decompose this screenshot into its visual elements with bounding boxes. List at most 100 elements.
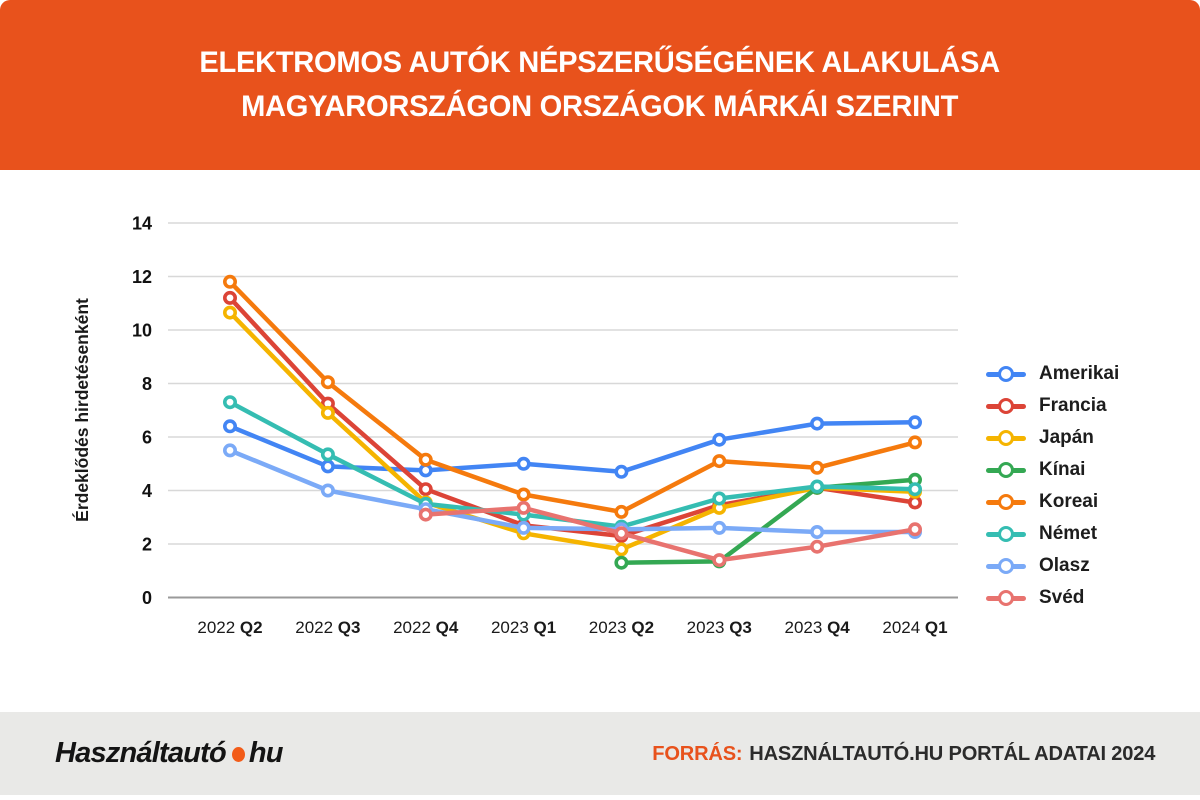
- legend-label: Svéd: [1039, 587, 1085, 608]
- data-point-koreai-1: [320, 375, 335, 390]
- data-point-sved-3: [516, 500, 531, 515]
- legend-item-sved: Svéd: [986, 582, 1119, 614]
- data-point-amerikai-1: [320, 459, 335, 474]
- legend-marker-icon: [986, 428, 1026, 448]
- svg-text:2022 Q3: 2022 Q3: [295, 618, 360, 637]
- svg-text:2023 Q2: 2023 Q2: [589, 618, 654, 637]
- data-point-nemet-0: [223, 395, 238, 410]
- legend-label: Kínai: [1039, 459, 1086, 480]
- data-point-amerikai-3: [516, 456, 531, 471]
- series-sved: [418, 500, 922, 568]
- y-axis-title: Érdeklődés hirdetésenként: [71, 298, 92, 522]
- legend-marker-icon: [986, 492, 1026, 512]
- data-point-olasz-6: [810, 524, 825, 539]
- x-category-labels: 2022 Q2 2022 Q3 2022 Q4 2023 Q1 2023 Q2 2023 …: [197, 618, 947, 637]
- data-point-japan-1: [320, 405, 335, 420]
- data-point-olasz-3: [516, 520, 531, 535]
- data-point-koreai-5: [712, 454, 727, 469]
- data-point-koreai-2: [418, 452, 433, 467]
- chart-area: Érdeklődés hirdetésenként 0 2 4 6 8 10 12 14 202…: [0, 170, 1200, 712]
- chart-title-line2: MAGYARORSZÁGON ORSZÁGOK MÁRKÁI SZERINT: [241, 90, 959, 123]
- svg-text:2023 Q1: 2023 Q1: [491, 618, 556, 637]
- data-point-olasz-5: [712, 520, 727, 535]
- svg-text:0: 0: [142, 588, 152, 608]
- source-attribution: FORRÁS: HASZNÁLTAUTÓ.HU PORTÁL ADATAI 202…: [652, 742, 1155, 766]
- data-point-nemet-5: [712, 491, 727, 506]
- footer: Használtautó hu FORRÁS: HASZNÁLTAUTÓ.HU P…: [0, 712, 1200, 795]
- data-point-koreai-4: [614, 504, 629, 519]
- legend-label: Német: [1039, 523, 1098, 544]
- svg-text:4: 4: [142, 481, 152, 501]
- data-point-francia-7: [907, 495, 922, 510]
- data-point-olasz-0: [223, 443, 238, 458]
- series-amerikai: [223, 415, 922, 479]
- data-point-nemet-6: [810, 479, 825, 494]
- legend-label: Japán: [1039, 427, 1094, 448]
- legend-marker-icon: [986, 396, 1026, 416]
- svg-text:2022 Q2: 2022 Q2: [197, 618, 262, 637]
- data-point-amerikai-0: [223, 419, 238, 434]
- legend-item-francia: Francia: [986, 390, 1119, 422]
- data-point-koreai-0: [223, 274, 238, 289]
- legend-label: Amerikai: [1039, 363, 1120, 384]
- data-point-sved-2: [418, 507, 433, 522]
- data-point-amerikai-2: [418, 463, 433, 478]
- legend-marker-icon: [986, 364, 1026, 384]
- svg-text:8: 8: [142, 374, 152, 394]
- data-point-sved-6: [810, 539, 825, 554]
- header-banner: ELEKTROMOS AUTÓK NÉPSZERŰSÉGÉNEK ALAKULÁ…: [0, 0, 1200, 170]
- data-point-francia-2: [418, 482, 433, 497]
- legend-marker-icon: [986, 524, 1026, 544]
- legend-item-japan: Japán: [986, 422, 1119, 454]
- legend-marker-icon: [986, 460, 1026, 480]
- data-point-japan-4: [614, 542, 629, 557]
- legend-item-nemet: Német: [986, 518, 1119, 550]
- data-point-olasz-1: [320, 483, 335, 498]
- series-japan: [223, 305, 922, 557]
- legend-item-kinai: Kínai: [986, 454, 1119, 486]
- data-point-koreai-7: [907, 435, 922, 450]
- legend-item-amerikai: Amerikai: [986, 358, 1119, 390]
- hasznaltauto-logo: Használtautó hu: [55, 737, 284, 770]
- logo-text: Használtautó: [55, 737, 227, 769]
- data-point-amerikai-4: [614, 464, 629, 479]
- data-point-amerikai-7: [907, 415, 922, 430]
- data-point-sved-7: [907, 522, 922, 537]
- data-point-amerikai-5: [712, 432, 727, 447]
- legend-marker-icon: [986, 556, 1026, 576]
- source-prefix: FORRÁS:: [652, 741, 743, 765]
- svg-text:2023 Q4: 2023 Q4: [785, 618, 851, 637]
- legend-label: Koreai: [1039, 491, 1099, 512]
- data-point-nemet-1: [320, 447, 335, 462]
- svg-text:14: 14: [132, 214, 152, 234]
- data-point-koreai-3: [516, 487, 531, 502]
- data-point-sved-4: [614, 526, 629, 541]
- data-point-sved-5: [712, 553, 727, 568]
- legend-item-olasz: Olasz: [986, 550, 1119, 582]
- line-chart: Érdeklődés hirdetésenként 0 2 4 6 8 10 12 14 202…: [71, 214, 958, 637]
- legend-label: Francia: [1039, 395, 1107, 416]
- data-point-koreai-6: [810, 460, 825, 475]
- logo-dot-icon: [231, 747, 245, 762]
- svg-text:6: 6: [142, 428, 152, 448]
- data-point-francia-0: [223, 290, 238, 305]
- source-text: HASZNÁLTAUTÓ.HU PORTÁL ADATAI 2024: [749, 741, 1155, 765]
- data-point-amerikai-6: [810, 416, 825, 431]
- chart-legend: Amerikai Francia Japán Kínai Koreai Német Olas…: [986, 358, 1119, 614]
- data-point-kinai-4: [614, 555, 629, 570]
- data-point-japan-0: [223, 305, 238, 320]
- svg-text:10: 10: [132, 321, 152, 341]
- svg-text:2023 Q3: 2023 Q3: [687, 618, 752, 637]
- data-point-nemet-7: [907, 482, 922, 497]
- svg-text:2022 Q4: 2022 Q4: [393, 618, 459, 637]
- chart-title-line1: ELEKTROMOS AUTÓK NÉPSZERŰSÉGÉNEK ALAKULÁ…: [199, 46, 1001, 79]
- legend-label: Olasz: [1039, 555, 1090, 576]
- series-koreai: [223, 274, 922, 519]
- legend-item-koreai: Koreai: [986, 486, 1119, 518]
- svg-text:2: 2: [142, 535, 152, 555]
- y-tick-labels: 0 2 4 6 8 10 12 14: [132, 214, 152, 609]
- svg-text:12: 12: [132, 267, 152, 287]
- svg-text:2024 Q1: 2024 Q1: [882, 618, 947, 637]
- legend-marker-icon: [986, 588, 1026, 608]
- logo-suffix: hu: [248, 737, 284, 769]
